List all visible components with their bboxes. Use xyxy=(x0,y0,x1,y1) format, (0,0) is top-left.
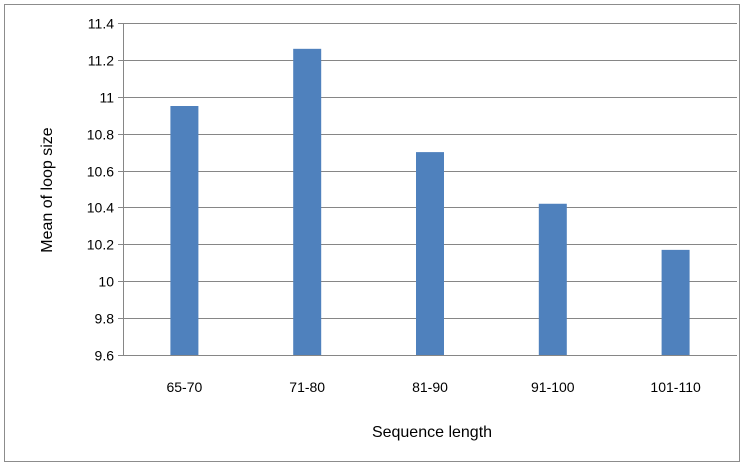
x-axis-title: Sequence length xyxy=(372,424,492,441)
bar-65-70 xyxy=(170,106,199,355)
bar-101-110 xyxy=(661,249,690,355)
x-tick-label: 65-70 xyxy=(166,379,202,395)
y-tick-label: 11.2 xyxy=(88,53,114,69)
y-tick-label: 10 xyxy=(98,274,114,290)
y-tick-label: 10.2 xyxy=(87,237,114,253)
bar-71-80 xyxy=(293,48,322,355)
x-tick-label: 81-90 xyxy=(412,379,448,395)
y-tick-label: 9.8 xyxy=(95,311,115,327)
x-tick-label: 71-80 xyxy=(289,379,325,395)
y-tick-label: 10.8 xyxy=(87,127,114,143)
y-axis: 9.6 9.8 10 10.2 10.4 10.6 10.8 11 11.2 11.4 xyxy=(87,16,124,364)
y-tick-label: 10.4 xyxy=(87,200,114,216)
y-axis-title: Mean of loop size xyxy=(39,127,56,253)
y-tick-label: 11.4 xyxy=(88,16,114,32)
chart-frame xyxy=(4,4,740,462)
y-tick-label: 10.6 xyxy=(87,164,114,180)
y-tick-label: 9.6 xyxy=(95,348,115,364)
bar-91-100 xyxy=(538,203,567,355)
x-axis: 65-70 71-80 81-90 91-100 101-110 xyxy=(123,355,737,395)
bars xyxy=(170,48,690,355)
x-tick-label: 91-100 xyxy=(531,379,575,395)
x-tick-label: 101-110 xyxy=(650,379,701,395)
gridlines xyxy=(123,23,737,319)
y-tick-label: 11 xyxy=(99,90,114,106)
bar-81-90 xyxy=(416,152,444,355)
